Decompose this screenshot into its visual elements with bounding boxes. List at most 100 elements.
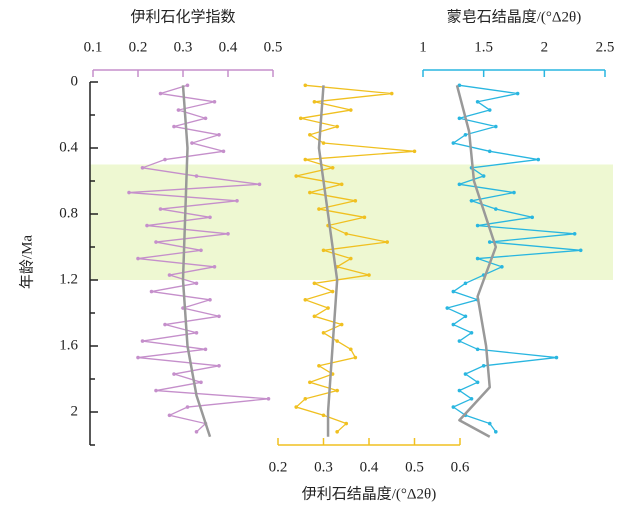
- data-point: [145, 223, 149, 228]
- data-point: [185, 405, 190, 409]
- data-point: [312, 314, 317, 319]
- trend-line: [455, 84, 498, 438]
- data-point: [308, 380, 312, 385]
- data-point: [335, 339, 339, 343]
- data-point: [487, 240, 492, 244]
- y-axis-label: 年龄/Ma: [18, 235, 35, 290]
- data-point: [317, 364, 321, 368]
- data-point: [349, 347, 353, 352]
- data-point: [140, 166, 145, 170]
- data-point: [172, 372, 176, 376]
- data-point: [176, 108, 181, 112]
- y-tick-label: 0.8: [59, 205, 78, 221]
- data-point: [308, 133, 312, 137]
- data-point: [208, 298, 212, 302]
- data-point: [321, 248, 326, 253]
- data-point: [167, 273, 172, 277]
- data-point: [158, 207, 163, 211]
- data-point: [463, 133, 468, 137]
- data-point: [149, 289, 154, 294]
- data-point: [512, 190, 516, 195]
- data-point: [339, 182, 344, 187]
- data-point: [367, 273, 371, 277]
- data-point: [303, 397, 308, 401]
- data-point: [339, 322, 344, 327]
- y-tick-label: 2: [71, 403, 79, 419]
- data-point: [349, 108, 353, 112]
- data-point: [172, 124, 176, 129]
- data-point: [321, 141, 326, 145]
- x-tick-label: 1: [419, 39, 427, 55]
- data-point: [475, 347, 480, 352]
- data-point: [294, 405, 299, 409]
- data-point: [487, 108, 492, 112]
- x-tick-label: 0.1: [84, 39, 103, 55]
- trend-line: [317, 85, 339, 437]
- data-point: [353, 199, 358, 203]
- data-point: [335, 430, 339, 434]
- x-tick-label: 1.5: [474, 39, 493, 55]
- data-point: [463, 372, 468, 376]
- data-point: [217, 364, 221, 368]
- data-point: [353, 355, 358, 360]
- data-point: [298, 116, 303, 121]
- data-point: [326, 306, 330, 310]
- data-point: [330, 166, 335, 170]
- x-tick-label: 0.4: [219, 39, 238, 55]
- x-tick-label: 0.6: [451, 459, 470, 475]
- data-point: [221, 149, 226, 154]
- data-point: [385, 240, 390, 244]
- data-point: [257, 182, 262, 187]
- data-point: [362, 215, 367, 220]
- data-point: [226, 232, 230, 236]
- y-tick-label: 1.6: [59, 337, 78, 353]
- data-point: [494, 207, 498, 211]
- data-point: [217, 314, 221, 319]
- data-point: [457, 339, 462, 343]
- data-point: [312, 281, 317, 286]
- data-point: [140, 339, 145, 343]
- data-point: [208, 215, 212, 220]
- data-point: [451, 322, 456, 327]
- data-point: [475, 256, 480, 261]
- x-tick-label: 2.5: [596, 39, 615, 55]
- data-point: [335, 124, 339, 129]
- data-point: [335, 388, 339, 393]
- x-tick-label: 0.5: [264, 39, 283, 55]
- data-point: [235, 199, 239, 203]
- y-tick-label: 0.4: [59, 139, 78, 155]
- x-axis-title: 伊利石化学指数: [130, 8, 235, 25]
- x-axis-title: 蒙皂石结晶度/(°Δ2θ): [447, 8, 582, 25]
- data-point: [194, 281, 199, 286]
- data-point: [203, 116, 208, 121]
- data-point: [536, 157, 541, 162]
- data-point: [412, 149, 417, 154]
- data-point: [481, 364, 486, 368]
- x-tick-label: 0.2: [269, 459, 288, 475]
- data-point: [515, 91, 520, 96]
- x-tick-label: 0.5: [405, 459, 424, 475]
- data-point: [154, 388, 158, 393]
- data-point: [136, 256, 140, 261]
- data-point: [163, 157, 167, 162]
- data-point: [303, 83, 308, 88]
- data-point: [494, 430, 498, 434]
- x-tick-label: 0.3: [314, 459, 333, 475]
- data-point: [445, 306, 450, 310]
- data-point: [194, 430, 199, 434]
- data-point: [185, 83, 190, 88]
- data-point: [199, 380, 203, 385]
- data-point: [194, 331, 199, 335]
- y-tick-label: 1.2: [59, 271, 78, 287]
- data-point: [494, 124, 498, 129]
- data-point: [154, 240, 158, 244]
- x-axis-title: 伊利石结晶度/(°Δ2θ): [302, 485, 437, 502]
- data-point: [451, 405, 456, 409]
- data-point: [481, 174, 486, 178]
- data-point: [475, 380, 480, 385]
- data-point: [190, 141, 194, 145]
- data-point: [578, 248, 583, 253]
- data-point: [344, 421, 349, 426]
- data-point: [389, 91, 394, 96]
